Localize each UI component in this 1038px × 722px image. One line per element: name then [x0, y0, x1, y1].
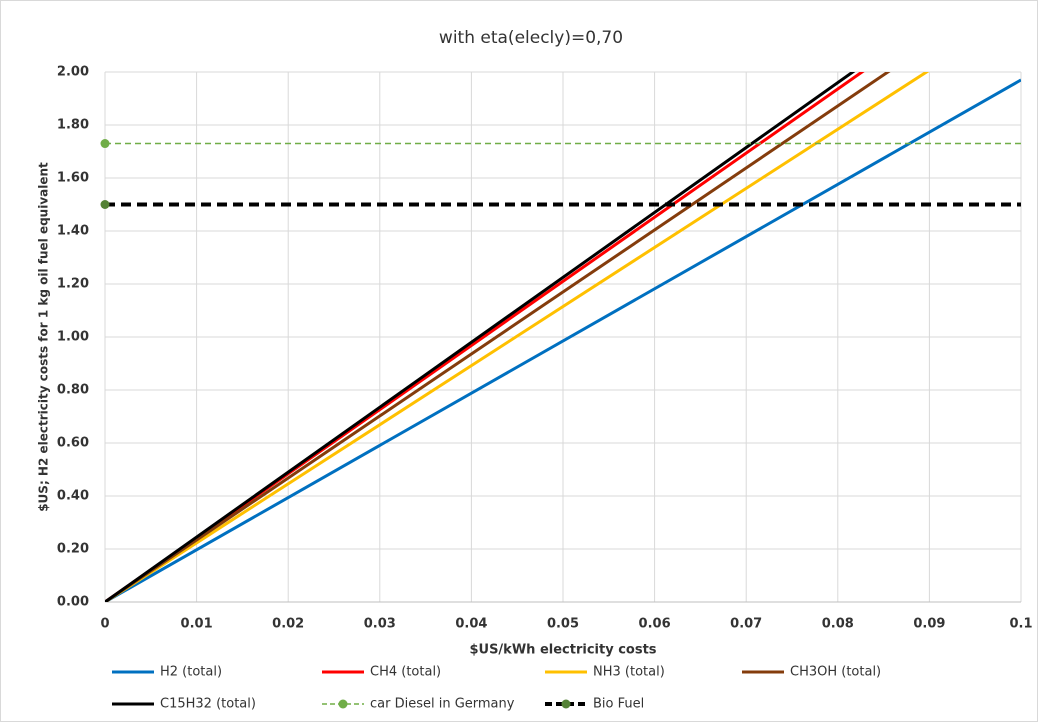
- legend-marker: [561, 699, 571, 709]
- legend-label: NH3 (total): [593, 665, 665, 680]
- x-tick-label: 0: [100, 617, 109, 632]
- chart-title: with eta(elecly)=0,70: [439, 28, 623, 48]
- series-line: [105, 72, 891, 602]
- x-tick-label: 0.05: [547, 617, 579, 632]
- x-tick-label: 0.06: [639, 617, 671, 632]
- legend-label: CH4 (total): [370, 665, 441, 680]
- x-tick-label: 0.1: [1009, 617, 1032, 632]
- x-axis-label: $US/kWh electricity costs: [469, 643, 656, 658]
- series-line: [105, 78, 1021, 602]
- y-axis-label: $US; H2 electricity costs for 1 kg oil f…: [37, 162, 51, 512]
- plot-area: [105, 72, 1021, 602]
- y-tick-label: 1.40: [57, 224, 89, 239]
- legend-label: car Diesel in Germany: [370, 697, 515, 712]
- legend-label: C15H32 (total): [160, 697, 256, 712]
- legend-label: H2 (total): [160, 665, 222, 680]
- point-marker: [100, 139, 110, 149]
- y-tick-label: 1.20: [57, 277, 89, 292]
- y-tick-label: 0.80: [57, 383, 89, 398]
- legend-marker: [338, 699, 348, 709]
- y-tick-label: 1.00: [57, 330, 89, 345]
- x-tick-label: 0.04: [455, 617, 487, 632]
- series-line: [105, 72, 930, 602]
- x-tick-label: 0.08: [822, 617, 854, 632]
- y-tick-label: 1.60: [57, 171, 89, 186]
- x-tick-label: 0.03: [364, 617, 396, 632]
- series-line: [105, 72, 856, 602]
- x-tick-label: 0.09: [913, 617, 945, 632]
- x-tick-label: 0.02: [272, 617, 304, 632]
- x-tick-label: 0.07: [730, 617, 762, 632]
- y-tick-label: 0.00: [57, 595, 89, 610]
- y-tick-label: 0.20: [57, 542, 89, 557]
- y-tick-label: 2.00: [57, 65, 89, 80]
- legend-label: Bio Fuel: [593, 697, 644, 712]
- point-marker: [100, 200, 110, 209]
- y-tick-label: 0.60: [57, 436, 89, 451]
- y-tick-label: 0.40: [57, 489, 89, 504]
- legend-label: CH3OH (total): [790, 665, 881, 680]
- x-tick-label: 0.01: [181, 617, 213, 632]
- y-tick-label: 1.80: [57, 118, 89, 133]
